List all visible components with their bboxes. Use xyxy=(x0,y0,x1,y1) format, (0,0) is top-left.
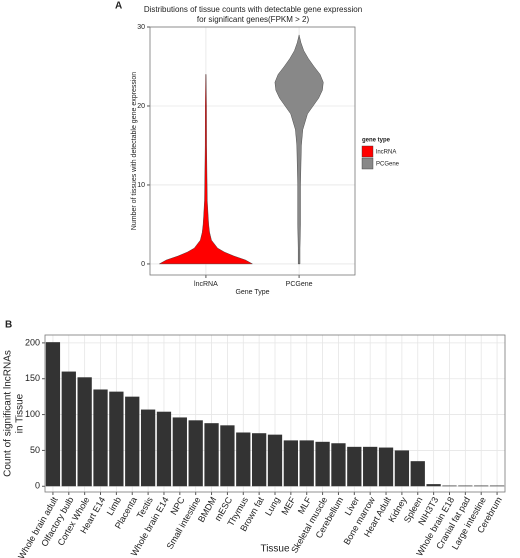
bar xyxy=(394,450,410,487)
chart-title: Distributions of tissue counts with dete… xyxy=(144,5,362,14)
x-tick-label: PCGene xyxy=(286,281,313,288)
bar xyxy=(236,432,251,487)
y-axis-label: Number of tissues with detectable gene e… xyxy=(131,72,138,230)
bar xyxy=(458,485,473,487)
legend-swatch xyxy=(361,157,374,170)
bar xyxy=(442,485,457,487)
y-axis-label: Count of significant lncRNAs xyxy=(3,350,14,477)
chart-title: for significant genes(FPKM > 2) xyxy=(197,15,310,24)
y-tick-label: 200 xyxy=(25,337,40,347)
bar xyxy=(283,440,298,487)
bar xyxy=(267,434,283,487)
bar xyxy=(140,409,156,487)
y-tick-label: 0 xyxy=(35,481,40,491)
y-tick-label: 150 xyxy=(25,373,40,383)
bar xyxy=(156,411,172,487)
bar xyxy=(426,484,441,487)
bar xyxy=(220,425,235,487)
x-axis-label: Tissue xyxy=(260,544,290,555)
bar xyxy=(299,440,314,487)
y-tick-label: 0 xyxy=(141,261,145,268)
bar xyxy=(489,485,505,487)
bar xyxy=(315,441,330,487)
bar xyxy=(347,446,362,487)
y-tick-label: 20 xyxy=(137,103,145,110)
legend-label: PCGene xyxy=(376,162,400,168)
y-axis-label: in Tissue xyxy=(15,393,26,433)
bar xyxy=(77,377,92,487)
legend-swatch xyxy=(361,145,374,158)
y-tick-label: 10 xyxy=(137,182,145,189)
panel-label: B xyxy=(5,320,12,331)
y-tick-label: 30 xyxy=(137,24,145,31)
legend-title: gene type xyxy=(362,138,391,144)
y-tick-label: 100 xyxy=(25,409,40,419)
bar xyxy=(252,433,267,487)
bar xyxy=(410,461,425,487)
bar xyxy=(93,389,108,487)
bar xyxy=(61,371,76,487)
bar xyxy=(474,485,489,487)
x-tick-label: lncRNA xyxy=(194,281,218,288)
plot-border xyxy=(149,26,356,276)
bar xyxy=(45,342,61,487)
x-tick-label: MEF xyxy=(279,495,297,517)
bar xyxy=(125,396,140,487)
bar xyxy=(204,423,219,487)
y-tick-label: 50 xyxy=(30,445,40,455)
bar xyxy=(188,420,203,487)
bar xyxy=(378,447,394,487)
bar xyxy=(363,446,378,487)
legend-label: lncRNA xyxy=(376,150,396,156)
violin xyxy=(274,34,324,265)
bar xyxy=(172,417,187,487)
plot-background xyxy=(150,27,355,275)
bar xyxy=(109,391,124,487)
panel-label: A xyxy=(115,1,122,12)
bar xyxy=(331,443,346,487)
x-axis-label: Gene Type xyxy=(235,289,269,296)
plot-border xyxy=(44,334,506,493)
x-tick-label: Lung xyxy=(263,495,282,517)
violin xyxy=(158,74,254,265)
